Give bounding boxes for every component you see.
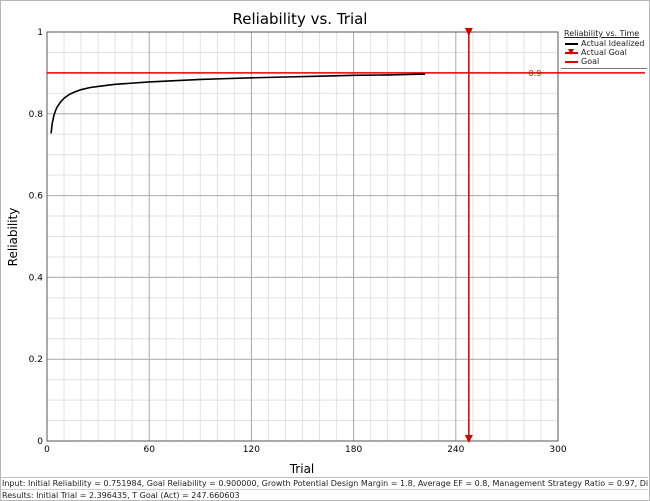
x-tick-label: 300 [549,445,566,455]
x-tick-label: 180 [345,445,362,455]
grid [47,32,558,441]
footer-input-text: Input: Initial Reliability = 0.751984, G… [1,477,648,488]
x-tick-label: 120 [243,445,260,455]
legend-divider [561,68,647,69]
y-tick-label: 0 [37,437,43,447]
actual-goal-marker-bottom [464,435,473,443]
legend-label: Actual Idealized [581,39,645,48]
footer-results-text: Results: Initial Trial = 2.396435, T Goa… [1,489,648,501]
legend-title: Reliability vs. Time [564,29,640,38]
actual-idealized-line [50,73,426,134]
actual-goal-marker-top [464,28,473,36]
legend-swatch-black-line [565,43,578,45]
goal-value-label: 0.9 [529,69,542,78]
y-tick-label: 0.8 [29,110,44,120]
y-tick-label: 0.6 [29,192,44,202]
axes: 0 60 120 180 240 300 0 0.2 0.4 0.6 0.8 1 [29,28,567,455]
x-tick-label: 0 [44,445,50,455]
x-tick-label: 60 [143,445,155,455]
legend-label: Goal [581,57,600,66]
legend: Reliability vs. Time Actual Idealized Ac… [561,28,647,69]
y-tick-label: 1 [37,28,43,38]
chart-title: Reliability vs. Trial [233,10,368,28]
legend-swatch-red-line [565,61,578,63]
y-tick-label: 0.2 [29,355,43,365]
plot-border [46,31,559,442]
series-layer: 0.9 [47,28,645,443]
legend-item-actual-idealized: Actual Idealized [561,39,647,48]
legend-item-actual-goal: Actual Goal [561,48,647,57]
triangle-down-icon [568,49,574,55]
y-axis-label: Reliability [6,208,20,267]
legend-label: Actual Goal [581,48,627,57]
legend-item-goal: Goal [561,57,647,66]
x-tick-label: 240 [447,445,464,455]
x-axis-label: Trial [289,462,315,476]
y-tick-label: 0.4 [29,273,44,283]
